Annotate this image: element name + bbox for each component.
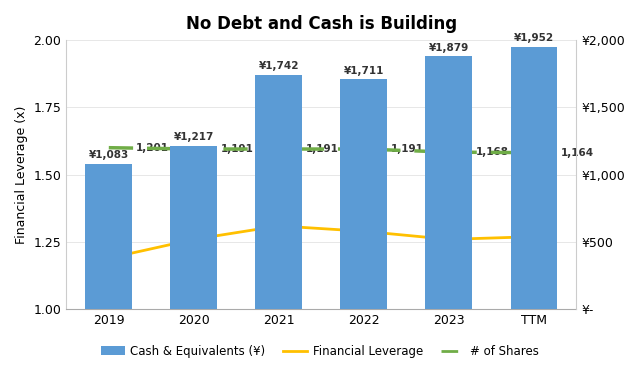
- Text: 1,191: 1,191: [221, 144, 254, 154]
- Bar: [511, 46, 557, 310]
- Text: ¥1,711: ¥1,711: [344, 65, 384, 76]
- Text: 1,168: 1,168: [476, 147, 509, 157]
- Text: 1,191: 1,191: [306, 144, 339, 154]
- Text: ¥1,083: ¥1,083: [89, 150, 129, 160]
- Bar: [340, 79, 387, 310]
- Bar: [426, 57, 472, 310]
- Title: No Debt and Cash is Building: No Debt and Cash is Building: [186, 15, 457, 33]
- Text: 1.27: 1.27: [520, 246, 548, 256]
- Y-axis label: Financial Leverage (x): Financial Leverage (x): [15, 106, 28, 244]
- Bar: [85, 164, 132, 310]
- Legend: Cash & Equivalents (¥), Financial Leverage, # of Shares: Cash & Equivalents (¥), Financial Levera…: [96, 340, 544, 362]
- Text: 1.19: 1.19: [95, 267, 123, 278]
- Bar: [255, 75, 302, 310]
- Text: ¥1,742: ¥1,742: [259, 61, 299, 71]
- Text: ¥1,217: ¥1,217: [173, 132, 214, 142]
- Text: 1,201: 1,201: [136, 143, 169, 153]
- Text: 1.26: 1.26: [180, 249, 207, 259]
- Text: ¥1,879: ¥1,879: [429, 43, 469, 53]
- Text: ¥1,952: ¥1,952: [514, 33, 554, 43]
- Bar: [170, 145, 217, 310]
- Text: 1,191: 1,191: [391, 144, 424, 154]
- Text: 1,164: 1,164: [561, 148, 594, 158]
- Text: 1.31: 1.31: [265, 235, 292, 245]
- Text: 1.26: 1.26: [435, 249, 463, 259]
- Text: 1.29: 1.29: [350, 241, 378, 251]
